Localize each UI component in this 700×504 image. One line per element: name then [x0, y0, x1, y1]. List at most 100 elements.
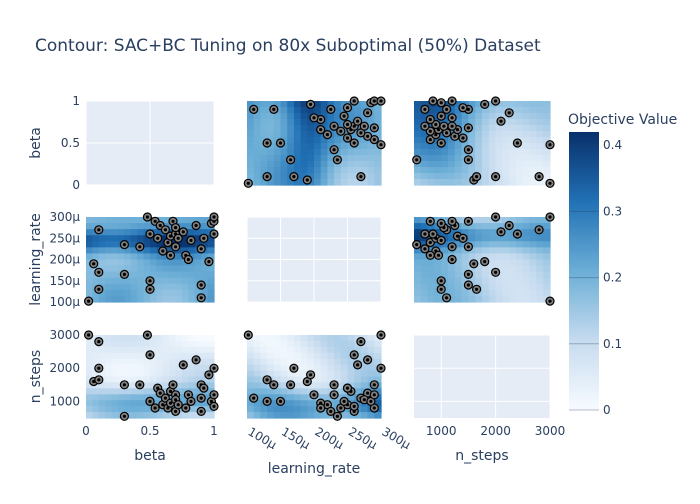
contour-cell: [137, 370, 145, 378]
contour-cell: [247, 113, 255, 120]
contour-cell: [273, 173, 282, 180]
contour-cell: [320, 340, 328, 348]
contour-cell: [280, 358, 288, 366]
trial-point-core: [246, 333, 250, 337]
contour-cell: [300, 161, 308, 168]
contour-cell: [105, 358, 113, 366]
contour-cell: [118, 217, 125, 224]
contour-cell: [509, 137, 517, 144]
trial-point-core: [148, 279, 152, 283]
contour-cell: [475, 179, 483, 186]
contour-cell: [427, 265, 435, 273]
contour-cell: [327, 352, 335, 360]
contour-cell: [247, 131, 255, 138]
contour-cell: [130, 382, 138, 389]
contour-cell: [124, 406, 132, 413]
contour-cell: [441, 247, 449, 255]
contour-cell: [86, 223, 93, 230]
contour-cell: [482, 235, 490, 242]
trial-point-core: [362, 398, 366, 402]
contour-cell: [420, 259, 429, 267]
contour-cell: [92, 400, 100, 407]
trial-point-core: [475, 287, 479, 291]
contour-cell: [130, 335, 138, 342]
contour-cell: [414, 125, 422, 132]
contour-cell: [354, 167, 362, 174]
contour-cell: [188, 247, 196, 255]
panel-learning_rate-vs-n_steps: [412, 212, 555, 306]
contour-cell: [495, 149, 503, 156]
contour-cell: [124, 346, 132, 354]
contour-cell: [182, 247, 189, 255]
contour-cell: [320, 101, 328, 108]
contour-cell: [543, 289, 551, 297]
contour-cell: [169, 335, 177, 342]
contour-cell: [516, 265, 524, 273]
contour-cell: [124, 364, 132, 372]
contour-cell: [347, 364, 355, 372]
contour-cell: [529, 217, 537, 224]
contour-cell: [130, 388, 138, 395]
contour-cell: [495, 101, 503, 108]
contour-cell: [509, 229, 517, 236]
contour-cell: [434, 155, 442, 162]
contour-cell: [273, 358, 282, 366]
contour-cell: [201, 289, 209, 297]
contour-cell: [360, 335, 369, 342]
contour-cell: [320, 364, 328, 372]
contour-cell: [441, 259, 449, 267]
contour-cell: [130, 352, 138, 360]
contour-cell: [502, 131, 510, 138]
contour-cell: [529, 253, 537, 261]
contour-cell: [287, 167, 295, 174]
contour-cell: [427, 149, 435, 156]
contour-cell: [488, 259, 497, 267]
contour-cell: [509, 179, 517, 186]
contour-cell: [509, 161, 517, 168]
contour-cell: [509, 149, 517, 156]
trial-point-core: [507, 223, 511, 228]
contour-cell: [475, 125, 483, 132]
contour-cell: [118, 358, 125, 366]
contour-cell: [260, 370, 268, 378]
trial-point-core: [87, 299, 91, 303]
contour-cell: [201, 358, 209, 366]
contour-cell: [273, 161, 282, 168]
contour-cell: [434, 179, 442, 186]
contour-cell: [111, 400, 119, 407]
contour-cell: [495, 283, 503, 291]
contour-cell: [137, 400, 145, 407]
trial-point-core: [428, 219, 432, 223]
contour-cell: [169, 289, 177, 297]
contour-cell: [156, 259, 164, 267]
contour-cell: [461, 289, 469, 297]
contour-cell: [488, 235, 497, 242]
contour-cell: [280, 179, 288, 186]
contour-cell: [137, 253, 145, 261]
contour-cell: [287, 412, 295, 419]
contour-cell: [529, 149, 537, 156]
contour-cell: [307, 400, 315, 407]
contour-cell: [253, 364, 261, 372]
contour-cell: [156, 376, 164, 384]
contour-cell: [543, 125, 551, 132]
trial-point-core: [439, 141, 443, 145]
contour-cell: [420, 161, 429, 168]
contour-cell: [334, 358, 342, 366]
contour-cell: [414, 149, 422, 156]
trial-point-core: [372, 99, 376, 103]
contour-cell: [427, 155, 435, 162]
contour-cell: [334, 370, 342, 378]
contour-cell: [354, 107, 362, 114]
contour-cell: [287, 179, 295, 186]
trial-point-core: [466, 158, 470, 162]
contour-cell: [98, 400, 106, 407]
contour-cell: [287, 107, 295, 114]
contour-cell: [287, 101, 295, 108]
contour-cell: [340, 167, 349, 174]
contour-cell: [92, 406, 100, 413]
contour-cell: [293, 382, 302, 389]
contour-cell: [529, 101, 537, 108]
contour-cell: [516, 125, 524, 132]
contour-cell: [475, 113, 483, 120]
